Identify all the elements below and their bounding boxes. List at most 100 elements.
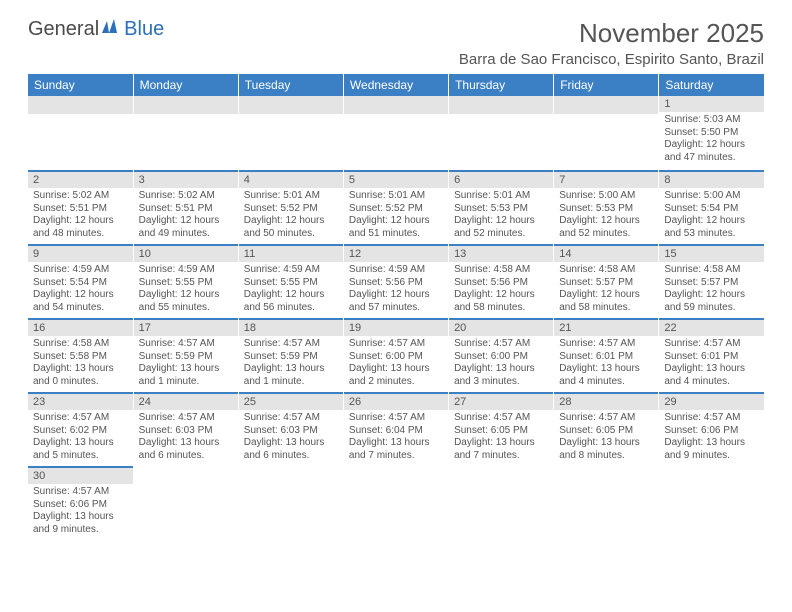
day-number: 2 <box>28 170 133 188</box>
calendar-cell <box>238 466 343 540</box>
day-details: Sunrise: 4:59 AMSunset: 5:55 PMDaylight:… <box>239 262 343 318</box>
day-details: Sunrise: 4:57 AMSunset: 6:06 PMDaylight:… <box>659 410 764 466</box>
day-details: Sunrise: 4:58 AMSunset: 5:57 PMDaylight:… <box>554 262 658 318</box>
day-number: 9 <box>28 244 133 262</box>
day-number: 14 <box>554 244 658 262</box>
calendar-cell: 12Sunrise: 4:59 AMSunset: 5:56 PMDayligh… <box>343 244 448 318</box>
calendar-cell: 29Sunrise: 4:57 AMSunset: 6:06 PMDayligh… <box>659 392 764 466</box>
day-number: 26 <box>344 392 448 410</box>
calendar-cell <box>133 466 238 540</box>
calendar-cell: 16Sunrise: 4:58 AMSunset: 5:58 PMDayligh… <box>28 318 133 392</box>
day-details: Sunrise: 5:00 AMSunset: 5:53 PMDaylight:… <box>554 188 658 244</box>
calendar-cell: 25Sunrise: 4:57 AMSunset: 6:03 PMDayligh… <box>238 392 343 466</box>
day-details: Sunrise: 5:01 AMSunset: 5:53 PMDaylight:… <box>449 188 553 244</box>
calendar-cell: 28Sunrise: 4:57 AMSunset: 6:05 PMDayligh… <box>554 392 659 466</box>
day-details: Sunrise: 5:02 AMSunset: 5:51 PMDaylight:… <box>134 188 238 244</box>
day-number: 22 <box>659 318 764 336</box>
calendar-table: SundayMondayTuesdayWednesdayThursdayFrid… <box>28 74 764 540</box>
day-number: 28 <box>554 392 658 410</box>
weekday-header: Saturday <box>659 74 764 96</box>
calendar-cell: 26Sunrise: 4:57 AMSunset: 6:04 PMDayligh… <box>343 392 448 466</box>
calendar-cell: 17Sunrise: 4:57 AMSunset: 5:59 PMDayligh… <box>133 318 238 392</box>
calendar-cell: 20Sunrise: 4:57 AMSunset: 6:00 PMDayligh… <box>449 318 554 392</box>
day-details: Sunrise: 4:57 AMSunset: 6:05 PMDaylight:… <box>449 410 553 466</box>
calendar-cell <box>449 466 554 540</box>
day-details: Sunrise: 4:57 AMSunset: 6:05 PMDaylight:… <box>554 410 658 466</box>
location-text: Barra de Sao Francisco, Espirito Santo, … <box>28 51 764 68</box>
day-number: 18 <box>239 318 343 336</box>
day-number: 5 <box>344 170 448 188</box>
calendar-cell <box>659 466 764 540</box>
calendar-cell <box>343 466 448 540</box>
calendar-cell: 14Sunrise: 4:58 AMSunset: 5:57 PMDayligh… <box>554 244 659 318</box>
day-details: Sunrise: 4:57 AMSunset: 6:06 PMDaylight:… <box>28 484 133 540</box>
day-details: Sunrise: 4:57 AMSunset: 6:00 PMDaylight:… <box>449 336 553 392</box>
calendar-cell: 21Sunrise: 4:57 AMSunset: 6:01 PMDayligh… <box>554 318 659 392</box>
day-number: 4 <box>239 170 343 188</box>
calendar-cell: 2Sunrise: 5:02 AMSunset: 5:51 PMDaylight… <box>28 170 133 244</box>
day-details: Sunrise: 4:58 AMSunset: 5:57 PMDaylight:… <box>659 262 764 318</box>
calendar-cell: 10Sunrise: 4:59 AMSunset: 5:55 PMDayligh… <box>133 244 238 318</box>
day-number: 17 <box>134 318 238 336</box>
calendar-cell: 6Sunrise: 5:01 AMSunset: 5:53 PMDaylight… <box>449 170 554 244</box>
calendar-cell: 27Sunrise: 4:57 AMSunset: 6:05 PMDayligh… <box>449 392 554 466</box>
calendar-cell <box>28 96 133 170</box>
day-details: Sunrise: 5:03 AMSunset: 5:50 PMDaylight:… <box>659 112 764 168</box>
day-details: Sunrise: 4:57 AMSunset: 6:02 PMDaylight:… <box>28 410 133 466</box>
day-number: 23 <box>28 392 133 410</box>
calendar-cell <box>449 96 554 170</box>
calendar-cell: 24Sunrise: 4:57 AMSunset: 6:03 PMDayligh… <box>133 392 238 466</box>
day-number: 7 <box>554 170 658 188</box>
day-number: 24 <box>134 392 238 410</box>
day-number: 12 <box>344 244 448 262</box>
day-number: 27 <box>449 392 553 410</box>
weekday-header: Wednesday <box>343 74 448 96</box>
day-details: Sunrise: 5:00 AMSunset: 5:54 PMDaylight:… <box>659 188 764 244</box>
day-number: 10 <box>134 244 238 262</box>
day-details: Sunrise: 4:59 AMSunset: 5:56 PMDaylight:… <box>344 262 448 318</box>
calendar-cell: 7Sunrise: 5:00 AMSunset: 5:53 PMDaylight… <box>554 170 659 244</box>
day-number: 3 <box>134 170 238 188</box>
day-details: Sunrise: 4:59 AMSunset: 5:54 PMDaylight:… <box>28 262 133 318</box>
weekday-header: Thursday <box>449 74 554 96</box>
day-details: Sunrise: 4:57 AMSunset: 6:01 PMDaylight:… <box>554 336 658 392</box>
day-number: 6 <box>449 170 553 188</box>
calendar-cell <box>554 466 659 540</box>
day-number: 29 <box>659 392 764 410</box>
calendar-cell <box>238 96 343 170</box>
day-number: 30 <box>28 466 133 484</box>
calendar-cell: 13Sunrise: 4:58 AMSunset: 5:56 PMDayligh… <box>449 244 554 318</box>
day-details: Sunrise: 4:58 AMSunset: 5:58 PMDaylight:… <box>28 336 133 392</box>
calendar-cell: 5Sunrise: 5:01 AMSunset: 5:52 PMDaylight… <box>343 170 448 244</box>
day-details: Sunrise: 4:57 AMSunset: 6:03 PMDaylight:… <box>239 410 343 466</box>
calendar-cell: 23Sunrise: 4:57 AMSunset: 6:02 PMDayligh… <box>28 392 133 466</box>
day-details: Sunrise: 4:57 AMSunset: 5:59 PMDaylight:… <box>239 336 343 392</box>
calendar-cell <box>554 96 659 170</box>
day-details: Sunrise: 4:57 AMSunset: 6:03 PMDaylight:… <box>134 410 238 466</box>
calendar-cell <box>343 96 448 170</box>
logo: General Blue <box>28 18 164 41</box>
calendar-cell: 4Sunrise: 5:01 AMSunset: 5:52 PMDaylight… <box>238 170 343 244</box>
weekday-header: Sunday <box>28 74 133 96</box>
day-number: 1 <box>659 96 764 112</box>
weekday-header: Friday <box>554 74 659 96</box>
flag-icon <box>102 18 124 41</box>
weekday-header: Monday <box>133 74 238 96</box>
calendar-cell <box>133 96 238 170</box>
day-details: Sunrise: 4:58 AMSunset: 5:56 PMDaylight:… <box>449 262 553 318</box>
day-number: 8 <box>659 170 764 188</box>
calendar-cell: 1Sunrise: 5:03 AMSunset: 5:50 PMDaylight… <box>659 96 764 170</box>
logo-text-2: Blue <box>124 18 164 41</box>
day-details: Sunrise: 4:59 AMSunset: 5:55 PMDaylight:… <box>134 262 238 318</box>
calendar-cell: 9Sunrise: 4:59 AMSunset: 5:54 PMDaylight… <box>28 244 133 318</box>
day-number: 15 <box>659 244 764 262</box>
day-details: Sunrise: 5:02 AMSunset: 5:51 PMDaylight:… <box>28 188 133 244</box>
day-number: 19 <box>344 318 448 336</box>
day-details: Sunrise: 5:01 AMSunset: 5:52 PMDaylight:… <box>344 188 448 244</box>
weekday-header: Tuesday <box>238 74 343 96</box>
day-number: 13 <box>449 244 553 262</box>
calendar-cell: 18Sunrise: 4:57 AMSunset: 5:59 PMDayligh… <box>238 318 343 392</box>
calendar-cell: 19Sunrise: 4:57 AMSunset: 6:00 PMDayligh… <box>343 318 448 392</box>
calendar-cell: 30Sunrise: 4:57 AMSunset: 6:06 PMDayligh… <box>28 466 133 540</box>
day-number: 11 <box>239 244 343 262</box>
